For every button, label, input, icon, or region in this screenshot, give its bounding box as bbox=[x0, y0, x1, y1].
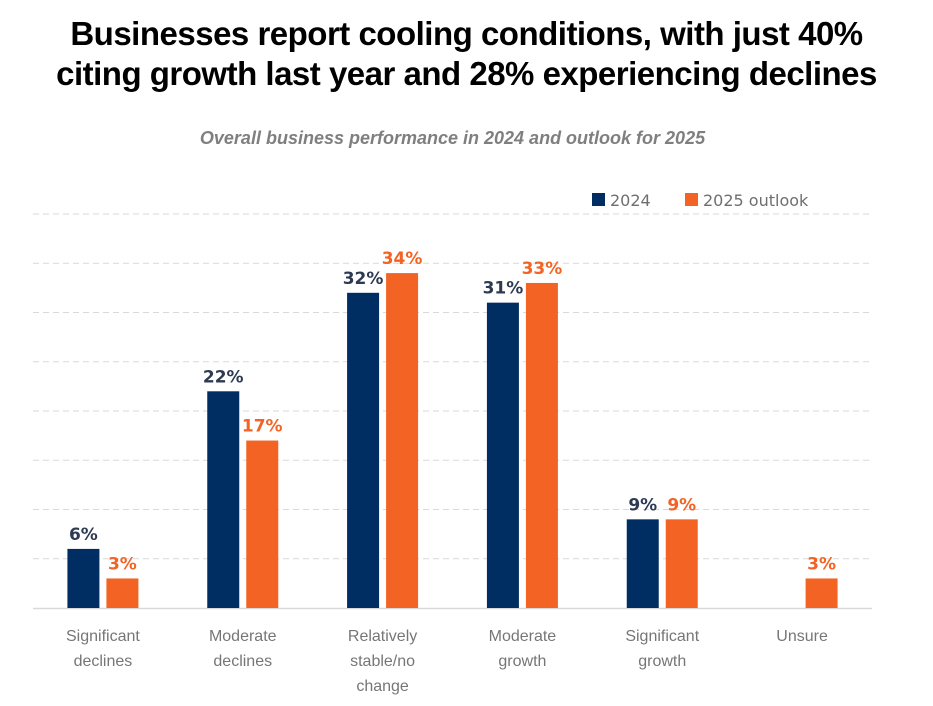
category-label: Significant bbox=[66, 628, 140, 645]
legend: 2024 2025 outlook bbox=[592, 191, 809, 210]
bar-2024 bbox=[347, 292, 380, 608]
category-label: growth bbox=[638, 653, 686, 670]
chart-subtitle: Overall business performance in 2024 and… bbox=[199, 128, 706, 148]
legend-label: 2024 bbox=[610, 191, 651, 210]
legend-swatch-2025-outlook bbox=[685, 193, 698, 206]
chart-title: Businesses report cooling conditions, wi… bbox=[0, 14, 933, 94]
legend-swatch-2024 bbox=[592, 193, 605, 206]
data-label: 3% bbox=[108, 554, 137, 574]
bar-2024 bbox=[626, 519, 659, 608]
category-label: Moderate bbox=[209, 628, 277, 645]
data-label: 31% bbox=[483, 279, 524, 299]
data-label: 32% bbox=[343, 269, 384, 289]
bar-2025-outlook bbox=[665, 519, 698, 608]
category-label: stable/no bbox=[350, 653, 415, 670]
category-labels: Significant declines Moderate declines Relat… bbox=[66, 628, 828, 695]
value-labels: 6% 3% 22% 17% 32%34% 31%33% 9% 9% 3% bbox=[69, 249, 836, 574]
chart-title-line-2: citing growth last year and 28% experien… bbox=[56, 55, 877, 92]
bar-2025-outlook bbox=[805, 578, 838, 608]
bar-2025-outlook bbox=[246, 440, 279, 608]
data-label: 17% bbox=[242, 417, 283, 437]
bar-2024 bbox=[207, 391, 240, 608]
gridlines bbox=[33, 213, 872, 610]
category-label: Moderate bbox=[489, 628, 557, 645]
bars bbox=[67, 273, 838, 608]
category-label: Unsure bbox=[776, 628, 828, 645]
category-label: change bbox=[356, 678, 409, 695]
category-label: declines bbox=[213, 653, 272, 670]
data-label: 34% bbox=[382, 249, 423, 269]
legend-label: 2025 outlook bbox=[703, 191, 809, 210]
data-label: 9% bbox=[628, 495, 657, 515]
data-label: 9% bbox=[667, 495, 696, 515]
bar-2024 bbox=[486, 302, 519, 608]
data-label: 6% bbox=[69, 525, 98, 545]
data-label: 3% bbox=[807, 554, 836, 574]
bar-2025-outlook bbox=[106, 578, 139, 608]
category-label: Significant bbox=[625, 628, 699, 645]
chart-title-line-1: Businesses report cooling conditions, wi… bbox=[70, 15, 863, 52]
category-label: declines bbox=[74, 653, 133, 670]
bar-2024 bbox=[67, 548, 100, 608]
category-label: Relatively bbox=[348, 628, 417, 645]
bar-2025-outlook bbox=[386, 273, 419, 608]
bar-2025-outlook bbox=[525, 282, 558, 608]
data-label: 33% bbox=[522, 259, 563, 279]
category-label: growth bbox=[498, 653, 546, 670]
data-label: 22% bbox=[203, 367, 244, 387]
